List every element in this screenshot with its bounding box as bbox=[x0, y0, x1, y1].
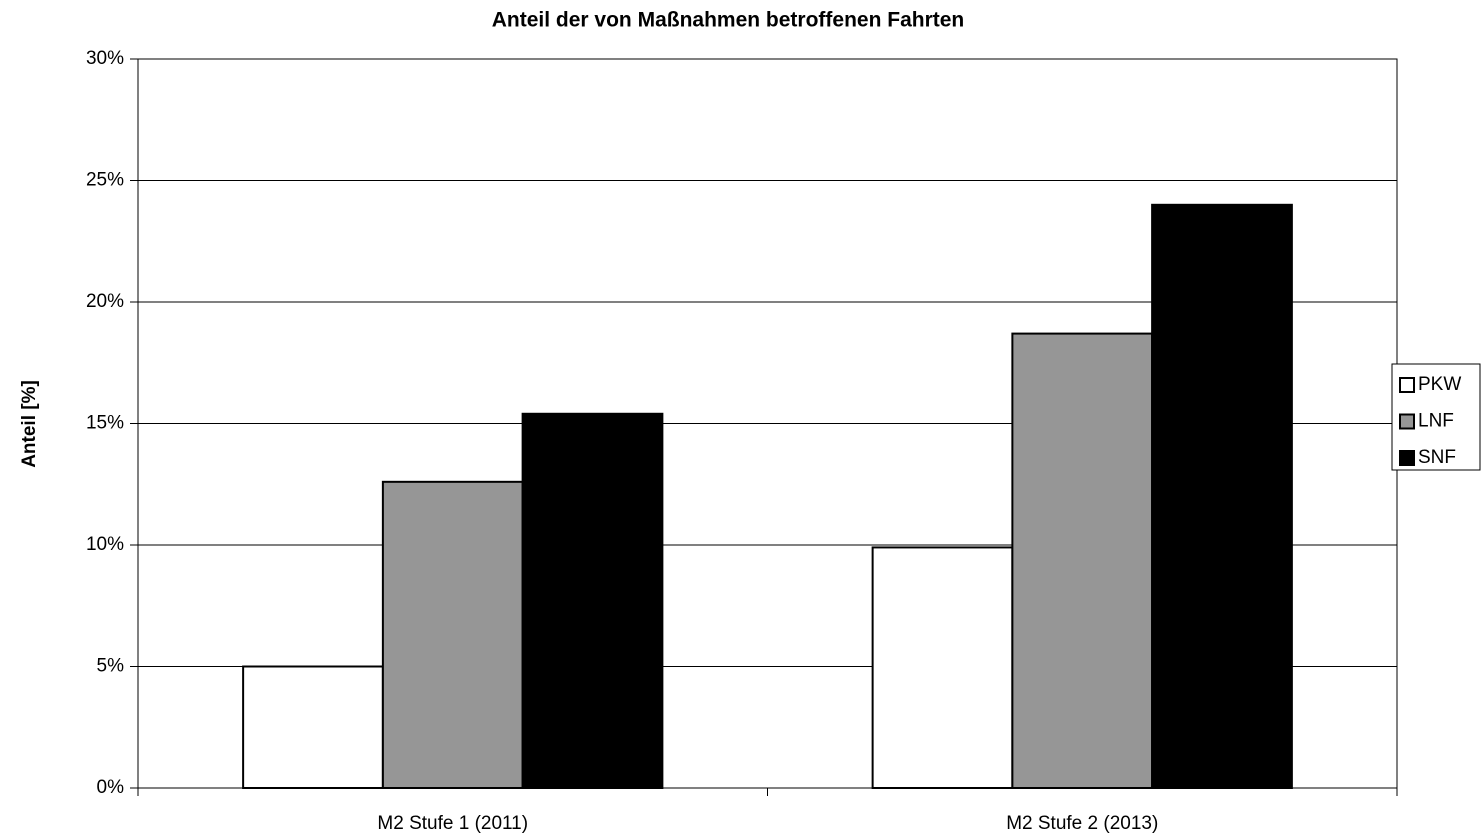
legend-label: SNF bbox=[1418, 447, 1456, 468]
legend-swatch bbox=[1399, 450, 1415, 466]
chart-title: Anteil der von Maßnahmen betroffenen Fah… bbox=[492, 9, 965, 32]
y-tick-label: 5% bbox=[97, 656, 125, 677]
legend-label: LNF bbox=[1418, 411, 1454, 432]
bar bbox=[1011, 332, 1154, 789]
legend-swatch bbox=[1399, 413, 1415, 430]
legend-swatch bbox=[1399, 377, 1415, 393]
bar bbox=[1151, 203, 1293, 790]
y-tick-label: 30% bbox=[86, 48, 124, 69]
bar bbox=[242, 665, 384, 789]
x-tick-label: M2 Stufe 2 (2013) bbox=[1006, 813, 1158, 834]
y-tick-label: 20% bbox=[86, 291, 124, 312]
y-tick-label: 25% bbox=[86, 170, 124, 191]
legend-label: PKW bbox=[1418, 374, 1461, 395]
bar bbox=[381, 480, 524, 789]
bar bbox=[871, 546, 1014, 789]
y-tick-label: 0% bbox=[97, 777, 125, 798]
bar bbox=[521, 412, 664, 789]
y-tick-label: 10% bbox=[86, 534, 124, 555]
y-axis-label: Anteil [%] bbox=[19, 380, 40, 468]
y-tick-label: 15% bbox=[86, 413, 124, 434]
x-tick-label: M2 Stufe 1 (2011) bbox=[377, 813, 528, 834]
